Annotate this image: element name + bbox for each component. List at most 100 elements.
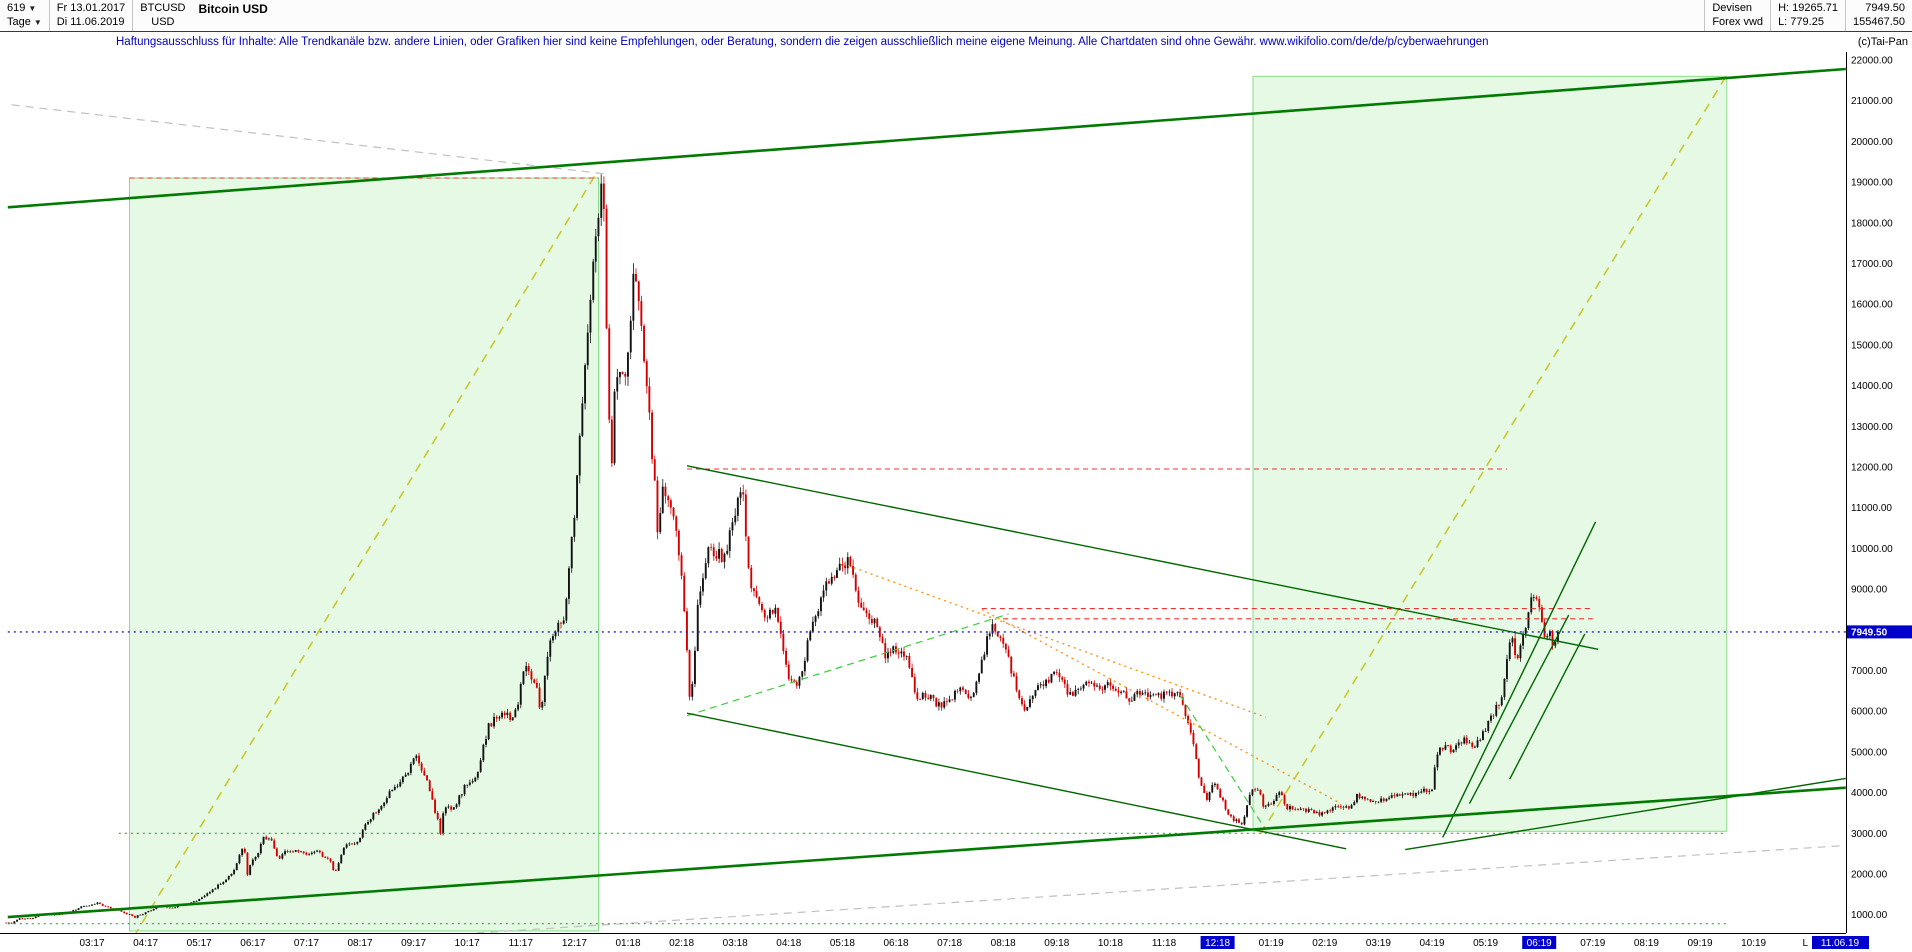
overlay-channel (7, 786, 1846, 919)
x-axis-label: 05:18 (830, 938, 855, 949)
market-label: Devisen (1712, 2, 1753, 14)
y-axis-label: 6000.00 (1851, 707, 1888, 718)
overlay-gray-dash (467, 844, 1846, 933)
overlay-gray-dash (11, 104, 607, 175)
chevron-down-icon: ▼ (33, 18, 42, 27)
overlay-yellow-dash (135, 171, 598, 933)
x-axis-label: 07:19 (1580, 938, 1605, 949)
timeframe-dropdown[interactable]: Tage ▼ (7, 16, 42, 29)
chevron-down-icon: ▼ (28, 4, 37, 13)
chart-canvas[interactable]: 22000.00 21000.00 20000.00 19000.00 18000.00… (0, 52, 1912, 952)
price-chart[interactable]: 22000.00 21000.00 20000.00 19000.00 18000.00… (0, 52, 1912, 952)
x-axis-label: 06:17 (240, 938, 265, 949)
source-label: Forex vwd (1712, 16, 1764, 28)
last-price: 7949.50 (1865, 2, 1905, 14)
x-axis-label: 04:19 (1419, 938, 1444, 949)
overlay-channel (7, 67, 1846, 209)
overlay-trend (1509, 633, 1586, 780)
x-axis-label: 08:17 (347, 938, 372, 949)
y-axis-label: 22000.00 (1851, 56, 1893, 67)
x-axis-label: 01:18 (615, 938, 640, 949)
y-axis-label: 18000.00 (1851, 218, 1893, 229)
x-axis-label: 09:17 (401, 938, 426, 949)
y-axis-label: 2000.00 (1851, 870, 1888, 881)
candlestick-series (5, 174, 1559, 924)
y-axis-label: 4000.00 (1851, 788, 1888, 799)
x-axis-label: 01:19 (1259, 938, 1284, 949)
x-axis-label: 06:18 (883, 938, 908, 949)
x-axis-label: 03:19 (1366, 938, 1391, 949)
svg-text:L: L (1802, 938, 1808, 949)
x-axis-label: 05:19 (1473, 938, 1498, 949)
overlay-trend (686, 712, 1347, 850)
last-price-tag: 7949.50 (1847, 625, 1912, 639)
trend-zones (129, 75, 1728, 932)
date-from: Fr 13.01.2017 (56, 2, 126, 14)
y-axis-label: 19000.00 (1851, 178, 1893, 189)
overlay-trend (1405, 777, 1846, 851)
disclaimer-text: Haftungsausschluss für Inhalte: Alle Tre… (116, 36, 1489, 48)
y-axis-label: 5000.00 (1851, 747, 1888, 758)
x-axis-highlight (1200, 936, 1235, 949)
overlay-trend (686, 465, 1599, 650)
y-axis-label: 1000.00 (1851, 910, 1888, 921)
date-to: Di 11.06.2019 (56, 16, 125, 28)
page-title: Bitcoin USD (198, 2, 268, 16)
x-axis-label: 10:19 (1741, 938, 1766, 949)
y-axis-label: 7000.00 (1851, 666, 1888, 677)
high-value: H: 19265.71 (1778, 2, 1838, 14)
overlay-green-dash (1179, 694, 1267, 831)
plot-area[interactable] (5, 67, 1846, 947)
y-axis-label: 16000.00 (1851, 300, 1893, 311)
low-value: L: 779.25 (1778, 16, 1824, 28)
x-axis-label: 08:19 (1634, 938, 1659, 949)
y-axis-label: 20000.00 (1851, 137, 1893, 148)
x-axis-label: 09:19 (1687, 938, 1712, 949)
overlay-trend (1442, 521, 1597, 838)
svg-text:7949.50: 7949.50 (1851, 627, 1888, 638)
x-axis-label: 08:18 (991, 938, 1016, 949)
x-axis-label: 04:18 (776, 938, 801, 949)
currency: USD (151, 16, 175, 28)
overlay-green-dash (686, 613, 1009, 717)
y-axis-label: 14000.00 (1851, 381, 1893, 392)
periods-dropdown[interactable]: 619 ▼ (7, 2, 42, 15)
y-axis-label: 12000.00 (1851, 463, 1893, 474)
overlay-orange-dot (981, 608, 1342, 805)
y-axis-label: 9000.00 (1851, 585, 1888, 596)
quote-info: Devisen Forex vwd H: 19265.71 L: 779.25 … (1704, 0, 1912, 31)
overlay-yellow-dash (1259, 74, 1728, 835)
volume-value: 155467.50 (1853, 16, 1905, 28)
periods-value: 619 (7, 2, 26, 14)
x-axis-label: 03:17 (79, 938, 104, 949)
timeframe-value: Tage (7, 16, 31, 28)
x-axis-label: 07:17 (294, 938, 319, 949)
y-axis-label: 3000.00 (1851, 829, 1888, 840)
x-axis-label: 10:17 (455, 938, 480, 949)
annotation-bar: Haftungsausschluss für Inhalte: Alle Tre… (0, 32, 1912, 52)
y-axis-label: 13000.00 (1851, 422, 1893, 433)
x-axis-label: 09:18 (1044, 938, 1069, 949)
cursor-date-tag: L 11.06.19 (1802, 936, 1869, 949)
trend-lines (7, 67, 1846, 933)
x-axis-label: 12:17 (562, 938, 587, 949)
svg-text:11.06.19: 11.06.19 (1821, 938, 1860, 949)
x-axis-highlight (1522, 936, 1557, 949)
x-axis-label: 03:18 (723, 938, 748, 949)
y-axis-label: 11000.00 (1851, 503, 1892, 514)
y-axis-label: 10000.00 (1851, 544, 1893, 555)
x-axis-label: 04:17 (133, 938, 158, 949)
x-axis-label: 02:19 (1312, 938, 1337, 949)
y-axis-label: 17000.00 (1851, 259, 1893, 270)
x-axis-label: 07:18 (937, 938, 962, 949)
y-axis-label: 15000.00 (1851, 340, 1893, 351)
title-bar: 619 ▼ Tage ▼ Fr 13.01.2017 Di 11.06.2019 B… (0, 0, 1912, 32)
x-axis-label: 02:18 (669, 938, 694, 949)
x-axis-label: 11:17 (509, 938, 534, 949)
copyright-label: (c)Tai-Pan (1857, 36, 1908, 48)
overlay-trend (1468, 614, 1570, 804)
x-axis-label: 11:18 (1152, 938, 1177, 949)
overlay-orange-dot (842, 562, 1267, 718)
y-axis-label: 21000.00 (1851, 96, 1893, 107)
instrument-info: 619 ▼ Tage ▼ Fr 13.01.2017 Di 11.06.2019 B… (0, 0, 274, 31)
